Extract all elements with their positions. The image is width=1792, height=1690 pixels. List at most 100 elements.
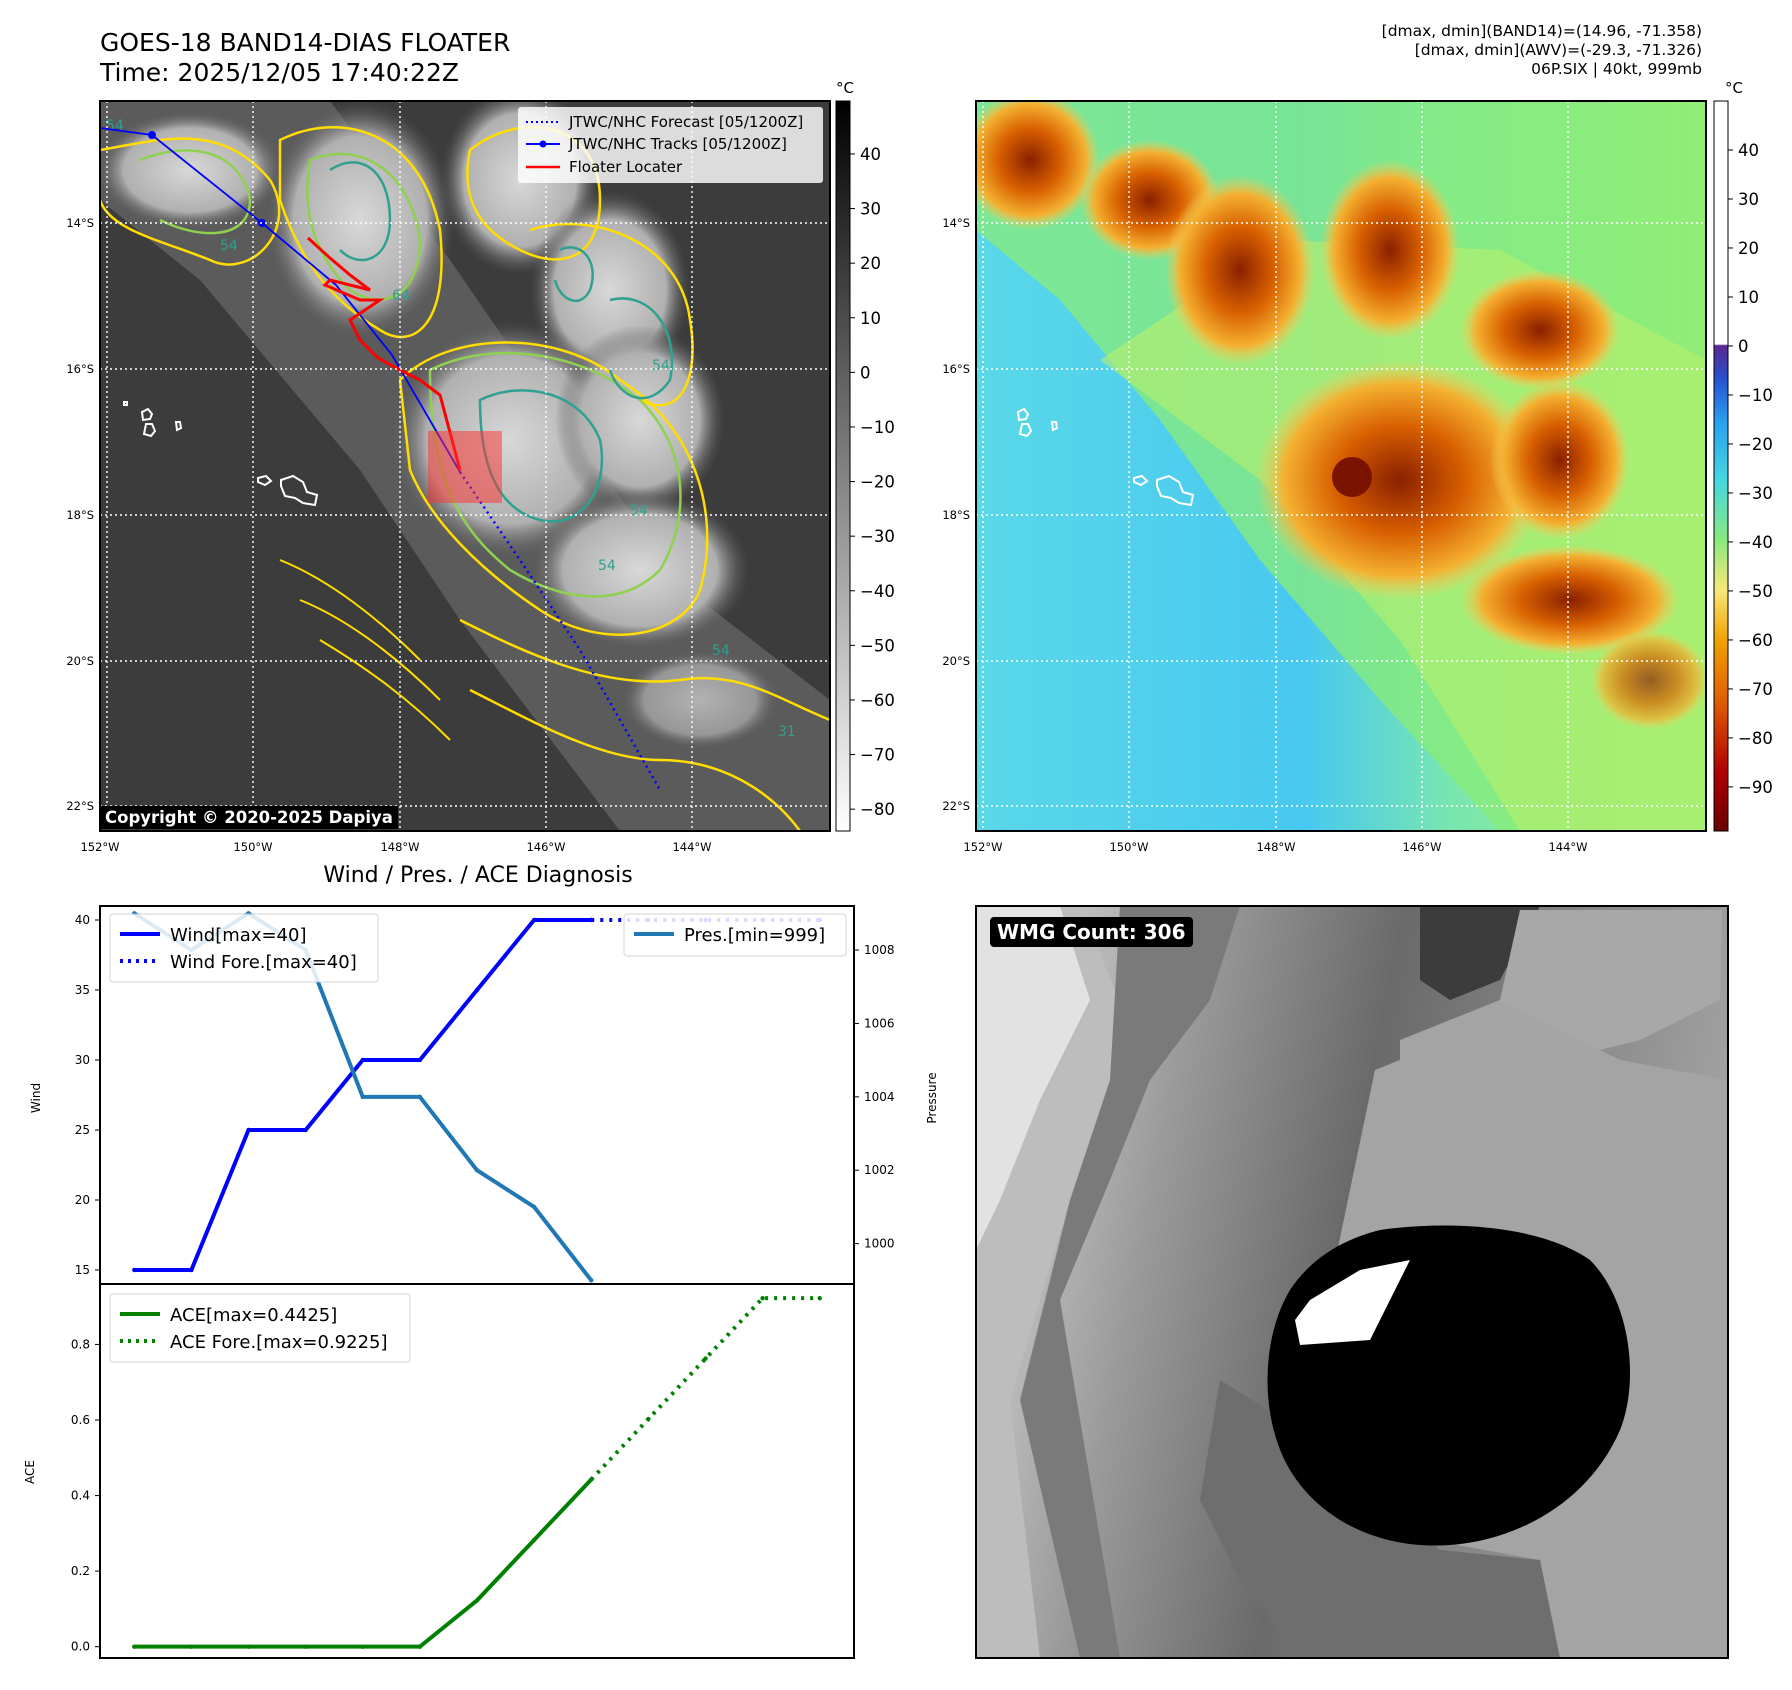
wind-chart-frame: [99, 905, 855, 1285]
lon-label: 146°W: [526, 840, 565, 854]
wmg-count-badge: WMG Count: 306: [990, 917, 1193, 947]
awv-cloud-cluster: [1320, 160, 1460, 340]
colorbar-tick-label: −20: [1738, 435, 1773, 454]
wind-tick-label: 20: [75, 1193, 90, 1207]
series-point: [360, 1057, 365, 1063]
ir-cloud-cluster: [530, 490, 750, 650]
colorbar-unit: °C: [836, 79, 854, 97]
ir-map-panel: 54 54 54 54 54 54 64 31: [100, 101, 830, 831]
colorbar-tick-label: −40: [1738, 533, 1773, 552]
wmg-panel: [976, 906, 1728, 1658]
ir-cloud-cluster: [620, 650, 780, 750]
series-point: [360, 1094, 365, 1100]
contour-label: 54: [630, 503, 648, 519]
ace-tick-label: 0.2: [71, 1564, 90, 1578]
ir-cloud-cluster: [100, 110, 285, 230]
legend-tracks: JTWC/NHC Tracks [05/1200Z]: [568, 135, 787, 153]
contour-label: 54: [712, 643, 730, 659]
ace-axis-label: ACE: [23, 1460, 37, 1484]
best-track: [100, 127, 461, 473]
colorbar-tick-label: −70: [1738, 680, 1773, 699]
legend-wind: Wind[max=40]: [170, 925, 307, 946]
colorbar-tick-label: −80: [860, 800, 895, 819]
awv-storm-core: [1332, 457, 1372, 497]
contour-label: 31: [778, 724, 796, 740]
wmg-frame: [975, 905, 1729, 1659]
colorbar-tick-label: 40: [860, 145, 881, 164]
series-line: [589, 1296, 820, 1481]
lon-label: 148°W: [380, 840, 419, 854]
wind-tick-label: 25: [75, 1123, 90, 1137]
wind-axis-label: Wind: [29, 1083, 43, 1113]
series-point: [189, 1267, 194, 1273]
title-line-product: GOES-18 BAND14-DIAS FLOATER: [100, 28, 511, 57]
lon-label: 150°W: [1109, 840, 1148, 854]
lat-label: 20°S: [66, 654, 94, 668]
ace-legend: ACE[max=0.4425] ACE Fore.[max=0.9225]: [109, 1293, 411, 1363]
ir-map-frame: [99, 100, 831, 832]
wind-pressure-chart: 40 35 30 25 20 15 1008 1006 1004 1002 1000 Wind P…: [29, 905, 939, 1285]
figure-title: GOES-18 BAND14-DIAS FLOATER Time: 2025/1…: [100, 28, 510, 88]
colorbar-tick-label: −50: [1738, 582, 1773, 601]
map-gridlines: [976, 101, 1706, 831]
lat-label: 18°S: [66, 508, 94, 522]
wmg-band: [976, 906, 1090, 1250]
colorbar-tick-label: −10: [1738, 386, 1773, 405]
colorbar-tick-label: −10: [860, 418, 895, 437]
colorbar-tick-label: −60: [1738, 631, 1773, 650]
legend-wind-forecast: Wind Fore.[max=40]: [170, 952, 357, 973]
lon-label: 144°W: [1548, 840, 1587, 854]
series-point: [474, 1168, 480, 1173]
colorbar-tick-label: 20: [860, 254, 881, 273]
colorbar-tick-label: 30: [860, 200, 881, 219]
gray-colorbar: °C 40 30 20 10 0 −10 −20 −30 −40 −50 −60 −70 −80: [835, 79, 895, 832]
lat-label: 14°S: [942, 216, 970, 230]
series-point: [531, 917, 537, 923]
diagnosis-title: Wind / Pres. / ACE Diagnosis: [323, 863, 633, 888]
series-point: [132, 1644, 137, 1649]
lat-label: 18°S: [942, 508, 970, 522]
legend-forecast: JTWC/NHC Forecast [05/1200Z]: [568, 113, 803, 131]
ace-tick-label: 0.6: [71, 1413, 90, 1427]
colorbar-tick-label: 30: [1738, 190, 1759, 209]
stats-band14: [dmax, dmin](BAND14)=(14.96, -71.358): [1381, 22, 1702, 40]
ace-tick-label: 0.4: [71, 1489, 90, 1503]
awv-cloud-cluster: [1165, 175, 1315, 365]
series-point: [417, 1094, 423, 1100]
wind-legend: Wind[max=40] Wind Fore.[max=40]: [109, 913, 379, 983]
track-point: [148, 131, 156, 139]
series-point: [531, 1537, 537, 1543]
colorbar-tick-label: −70: [860, 746, 895, 765]
series-point: [589, 917, 594, 923]
awv-map-axis-labels: 14°S 16°S 18°S 20°S 22°S 152°W 150°W 148…: [942, 216, 1587, 854]
series-point: [246, 1644, 251, 1649]
colorbar-tick-label: 20: [1738, 239, 1759, 258]
series-point: [760, 1295, 765, 1301]
wind-tick-label: 35: [75, 983, 90, 997]
colorbar-tick-label: −40: [860, 582, 895, 601]
awv-cloud-cluster: [1490, 380, 1630, 540]
lon-label: 148°W: [1256, 840, 1295, 854]
pressure-tick-label: 1000: [864, 1237, 895, 1251]
series-point: [646, 1416, 651, 1422]
awv-map-frame: [975, 100, 1707, 832]
lat-label: 22°S: [66, 799, 94, 813]
pressure-tick-label: 1004: [864, 1090, 895, 1104]
series-point: [246, 1127, 251, 1133]
series-point: [132, 1267, 137, 1273]
contour-label: 54: [220, 238, 238, 254]
colorbar-tick-label: −30: [1738, 484, 1773, 503]
wind-tick-label: 15: [75, 1263, 90, 1277]
pressure-tick-label: 1002: [864, 1163, 895, 1177]
series-point: [189, 1644, 194, 1649]
contour-label: 54: [652, 358, 670, 374]
wmg-band: [1500, 910, 1722, 1060]
awv-cloud-cluster: [1460, 270, 1620, 390]
colorbar-tick-label: −30: [860, 527, 895, 546]
legend-floater: Floater Locater: [569, 158, 683, 176]
awv-map-panel: [976, 101, 1706, 831]
colorbar-tick-label: −60: [860, 691, 895, 710]
legend-ace-forecast: ACE Fore.[max=0.9225]: [170, 1332, 388, 1353]
lat-label: 14°S: [66, 216, 94, 230]
